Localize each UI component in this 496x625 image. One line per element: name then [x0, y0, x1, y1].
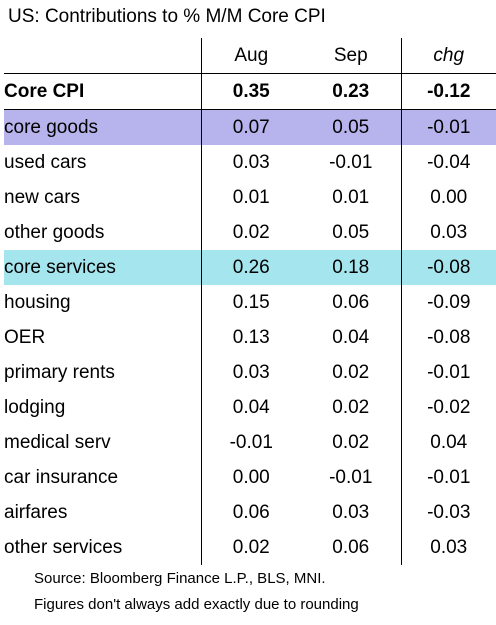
cell-aug: 0.13 [200, 320, 301, 355]
cell-chg: 0.00 [400, 180, 496, 215]
table-row: OER 0.13 0.04 -0.08 [4, 320, 496, 355]
row-label: new cars [4, 186, 81, 208]
cell-chg: -0.01 [400, 109, 496, 145]
row-label: used cars [4, 151, 87, 173]
cell-aug: -0.01 [200, 425, 301, 460]
header-label [4, 38, 201, 74]
cell-aug: 0.00 [200, 460, 301, 495]
table-body: Core CPI 0.35 0.23 -0.12 core goods 0.07 0.05-… [4, 73, 496, 565]
cell-chg: -0.08 [400, 320, 496, 355]
cell-sep: -0.01 [329, 466, 373, 488]
table-row: core services 0.26 0.18 -0.08 [4, 250, 496, 285]
row-label: OER [4, 326, 46, 348]
cell-chg: -0.03 [400, 495, 496, 530]
row-label: other services [4, 536, 123, 558]
cell-chg: -0.01 [400, 460, 496, 495]
cell-sep: -0.01 [329, 151, 373, 173]
cell-sep: 0.05 [301, 109, 401, 145]
cell-aug: 0.02 [200, 215, 301, 250]
cell-aug: 0.04 [200, 390, 301, 425]
source-note: Source: Bloomberg Finance L.P., BLS, MNI… [34, 570, 326, 587]
table-row: housing 0.15 0.06 -0.09 [4, 285, 496, 320]
cell-aug: 0.06 [200, 495, 301, 530]
row-label: primary rents [4, 361, 115, 383]
table-title: US: Contributions to % M/M Core CPI [8, 6, 326, 27]
row-label: lodging [4, 396, 66, 418]
row-label: housing [4, 291, 71, 313]
cell-aug: 0.02 [200, 530, 301, 565]
header-chg: chg [400, 38, 496, 74]
cell-sep: 0.04 [332, 326, 370, 348]
table-row: primary rents 0.03 0.02 -0.01 [4, 355, 496, 390]
row-label: car insurance [4, 466, 119, 488]
row-label: airfares [4, 501, 68, 523]
cell-sep: 0.05 [332, 221, 370, 243]
cell-chg: -0.12 [400, 73, 496, 110]
row-label: medical serv [4, 431, 111, 453]
row-label: core services [4, 250, 201, 285]
cell-sep: 0.02 [332, 431, 370, 453]
cpi-contributions-table: Aug Sep chg Core CPI 0.35 0.23 -0.12 core go… [4, 38, 496, 565]
cell-aug: 0.15 [200, 285, 301, 320]
row-label: core goods [4, 109, 201, 145]
cell-sep: 0.06 [332, 291, 370, 313]
row-label: other goods [4, 221, 105, 243]
cell-sep: 0.01 [332, 186, 370, 208]
cell-chg: -0.01 [400, 355, 496, 390]
cell-chg: -0.04 [400, 145, 496, 180]
table-row: medical serv -0.01 0.02 0.04 [4, 425, 496, 460]
cell-chg: 0.04 [400, 425, 496, 460]
cell-aug: 0.26 [200, 250, 301, 285]
cell-sep: 0.18 [301, 250, 401, 285]
header-sep: Sep [333, 44, 368, 66]
table-row: Core CPI 0.35 0.23 -0.12 [4, 73, 496, 110]
rounding-note: Figures don't always add exactly due to … [34, 596, 359, 613]
header-aug: Aug [200, 38, 301, 74]
cell-sep: 0.02 [332, 361, 370, 383]
table-row: airfares 0.06 0.03 -0.03 [4, 495, 496, 530]
cell-sep: 0.23 [301, 73, 401, 110]
cell-sep: 0.03 [332, 501, 370, 523]
table-row: other services 0.02 0.06 0.03 [4, 530, 496, 565]
cell-aug: 0.03 [200, 145, 301, 180]
table-row: used cars 0.03 -0.01 -0.04 [4, 145, 496, 180]
row-label: Core CPI [4, 73, 201, 110]
cell-sep: 0.02 [332, 396, 370, 418]
table-row: car insurance 0.00 -0.01 -0.01 [4, 460, 496, 495]
cell-chg: 0.03 [400, 530, 496, 565]
cell-aug: 0.07 [200, 109, 301, 145]
cell-chg: -0.09 [400, 285, 496, 320]
table-row: other goods 0.02 0.05 0.03 [4, 215, 496, 250]
table-row: new cars 0.01 0.01 0.00 [4, 180, 496, 215]
cell-sep: 0.06 [332, 536, 370, 558]
cell-aug: 0.35 [200, 73, 301, 110]
table-row: lodging 0.04 0.02 -0.02 [4, 390, 496, 425]
header-row: Aug Sep chg [4, 38, 496, 74]
table-row: core goods 0.07 0.05 -0.01 [4, 109, 496, 145]
cell-chg: 0.03 [400, 215, 496, 250]
cell-chg: -0.02 [400, 390, 496, 425]
cell-chg: -0.08 [400, 250, 496, 285]
cell-aug: 0.03 [200, 355, 301, 390]
cell-aug: 0.01 [200, 180, 301, 215]
